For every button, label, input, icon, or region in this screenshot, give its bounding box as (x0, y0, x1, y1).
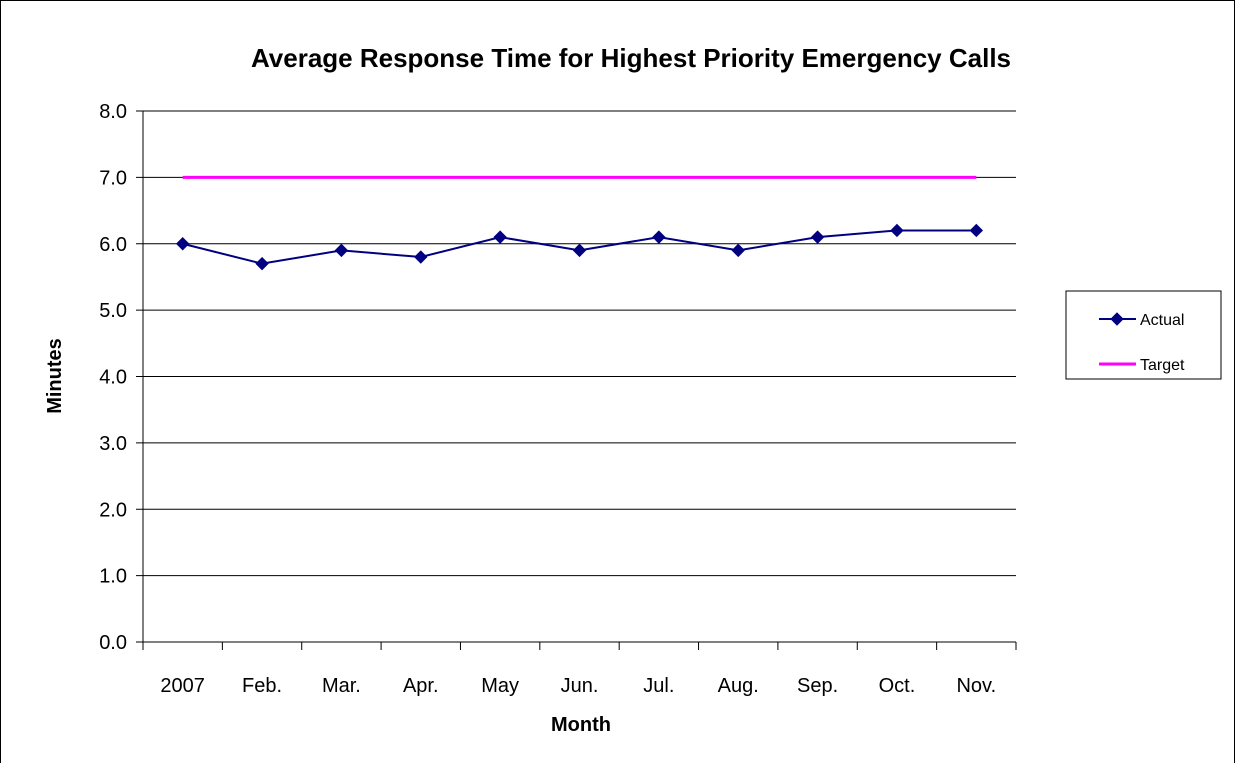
y-axis-title: Minutes (44, 338, 66, 414)
y-tick-label: 1.0 (99, 566, 127, 588)
x-tick-label: Apr. (403, 675, 439, 697)
data-point-actual (255, 256, 269, 271)
x-tick-label: Jul. (643, 675, 674, 697)
y-tick-label: 3.0 (99, 433, 127, 455)
axes (136, 110, 1017, 650)
y-tick-label: 2.0 (99, 499, 127, 521)
data-point-actual (572, 243, 587, 258)
x-tick-label: 2007 (160, 675, 205, 697)
y-tick-label: 5.0 (99, 300, 127, 322)
legend: Actual Target (1065, 290, 1222, 380)
y-tick-labels: 0.0 1.0 2.0 3.0 4.0 5.0 6.0 7.0 8.0 (99, 101, 127, 654)
data-point-actual (652, 230, 666, 244)
y-tick-label: 6.0 (99, 234, 127, 256)
x-tick-label: Mar. (322, 675, 361, 697)
series-layer (175, 175, 984, 271)
data-point-actual (969, 223, 984, 238)
x-tick-label: Aug. (718, 675, 759, 697)
y-tick-label: 7.0 (99, 167, 127, 189)
legend-marker-actual (1110, 312, 1124, 326)
data-point-actual (890, 223, 904, 238)
data-point-actual (810, 230, 825, 244)
y-tick-label: 0.0 (99, 632, 127, 654)
y-tick-label: 8.0 (99, 101, 127, 123)
legend-label-actual: Actual (1140, 312, 1184, 329)
chart-title: Average Response Time for Highest Priori… (251, 43, 1011, 73)
x-tick-label: Oct. (879, 675, 916, 697)
x-tick-label: Feb. (242, 675, 282, 697)
x-tick-label: Nov. (956, 675, 996, 697)
grid-lines (143, 110, 1016, 577)
x-tick-label: May (481, 675, 519, 697)
x-tick-labels: 2007 Feb. Mar. Apr. May Jun. Jul. Aug. Sep. Oct. N… (160, 675, 996, 697)
data-point-actual (731, 243, 745, 258)
x-axis-title: Month (551, 714, 611, 736)
y-tick-label: 4.0 (99, 367, 127, 389)
data-point-actual (414, 250, 428, 264)
x-tick-label: Sep. (797, 675, 838, 697)
legend-box (1065, 290, 1222, 380)
x-tick-label: Jun. (561, 675, 599, 697)
legend-label-target: Target (1140, 357, 1185, 374)
data-point-actual (334, 243, 349, 258)
data-point-actual (493, 230, 507, 244)
data-point-actual (175, 237, 190, 251)
